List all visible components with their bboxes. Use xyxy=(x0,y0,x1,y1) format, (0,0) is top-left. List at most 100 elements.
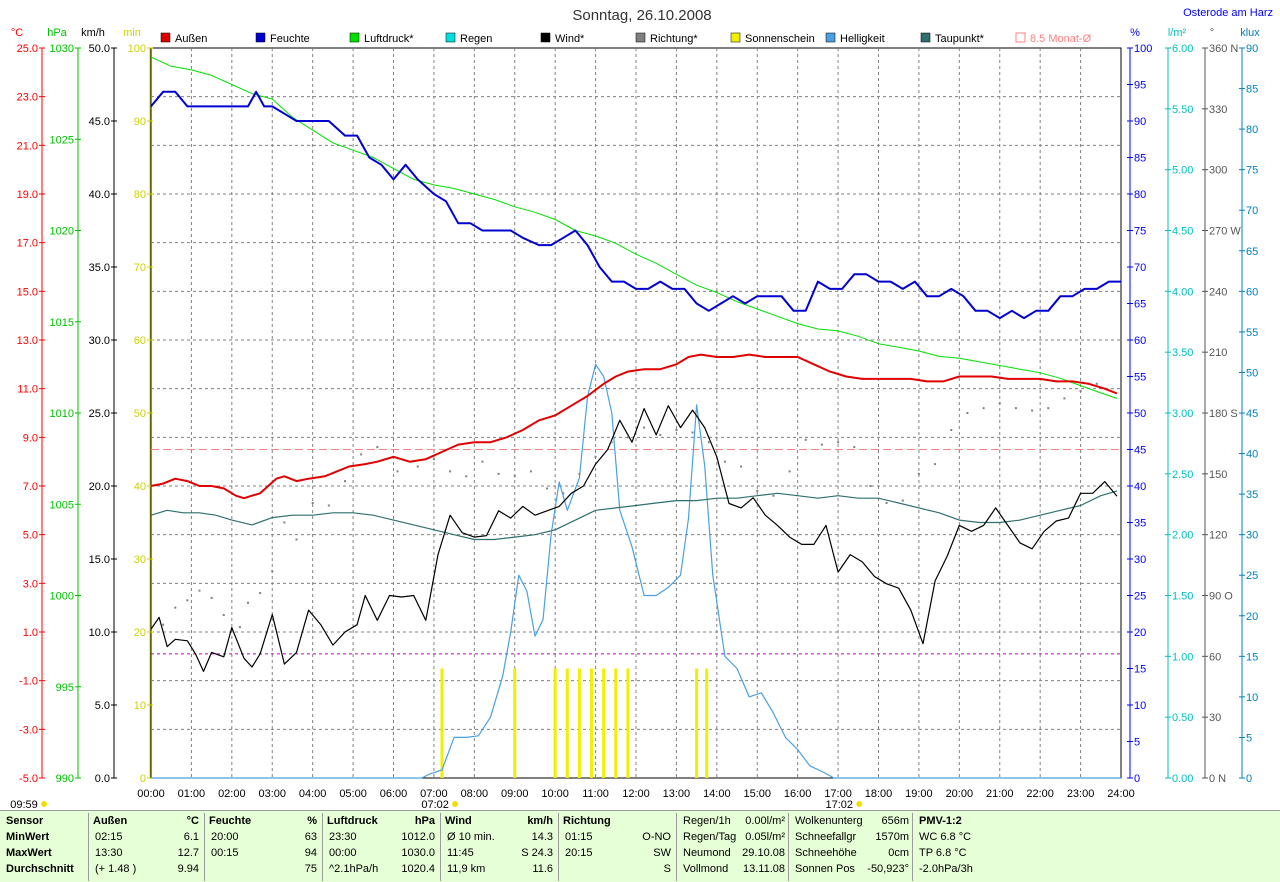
x-axis: 00:00 01:00 02:00 03:00 04:00 05:00 06:00 07:00… xyxy=(10,788,1135,810)
richtung-dot xyxy=(1063,397,1066,400)
stat-row: 01:15 O-NO xyxy=(559,829,677,845)
richtung-dot xyxy=(210,596,213,599)
axis-label-temp: 19.0 xyxy=(17,189,38,201)
stat-row: Schneefallgr 1570m xyxy=(789,829,913,845)
axis-label-sunshine: 70 xyxy=(134,262,146,274)
stat-row: Sensor xyxy=(4,813,88,829)
stat-cell: km/h xyxy=(527,815,553,827)
richtung-dot xyxy=(1079,390,1082,393)
axis-label-temp: 5.0 xyxy=(23,530,38,542)
axis-label-radiation: 3.00 xyxy=(1172,408,1193,420)
axis-label-brightness: 90 xyxy=(1246,43,1258,55)
axis-label-humidity: 75 xyxy=(1134,226,1146,238)
legend-label-luftdruck: Luftdruck* xyxy=(364,33,414,45)
axis-label-wind: 50.0 xyxy=(89,43,110,55)
axis-label-humidity: 70 xyxy=(1134,262,1146,274)
richtung-dot xyxy=(562,492,565,495)
stat-row: 75 xyxy=(205,861,323,877)
richtung-dot xyxy=(174,606,177,609)
x-tick-label: 23:00 xyxy=(1067,788,1095,800)
stat-cell: (+ 1.48 ) xyxy=(95,863,137,875)
richtung-dot xyxy=(998,402,1001,405)
stat-row: -2.0hPa/3h xyxy=(913,861,1013,877)
stat-row: MinWert xyxy=(4,829,88,845)
richtung-dot xyxy=(610,441,613,444)
axis-label-sunshine: 80 xyxy=(134,189,146,201)
axis-label-direction: 90 O xyxy=(1209,591,1233,603)
sun-marker-icon xyxy=(856,801,863,807)
axis-label-brightness: 85 xyxy=(1246,84,1258,96)
axis-label-humidity: 40 xyxy=(1134,481,1146,493)
stat-row: 00:15 94 xyxy=(205,845,323,861)
axis-label-sunshine: 40 xyxy=(134,481,146,493)
richtung-dot xyxy=(885,502,888,505)
richtung-dot xyxy=(546,487,549,490)
axis-label-sunshine: 90 xyxy=(134,116,146,128)
axis-label-direction: 240 xyxy=(1209,286,1227,298)
axis-label-humidity: 15 xyxy=(1134,664,1146,676)
stat-cell: 01:15 xyxy=(565,831,593,843)
axis-label-wind: 30.0 xyxy=(89,335,110,347)
axis-label-direction: 270 W xyxy=(1209,226,1241,238)
richtung-dot xyxy=(723,460,726,463)
richtung-dot xyxy=(327,504,330,507)
stat-row: 23:30 1012.0 xyxy=(323,829,441,845)
x-tick-label: 20:00 xyxy=(946,788,974,800)
axis-label-temp: 7.0 xyxy=(23,481,38,493)
axis-unit-humidity: % xyxy=(1130,27,1140,39)
axis-label-humidity: 35 xyxy=(1134,518,1146,530)
stat-cell: 23:30 xyxy=(329,831,357,843)
stat-cell: 63 xyxy=(304,831,317,843)
axis-label-brightness: 65 xyxy=(1246,246,1258,258)
axis-label-sunshine: 0 xyxy=(140,773,146,785)
stat-cell: S xyxy=(663,863,671,875)
sunshine-bar xyxy=(440,668,444,778)
axis-label-radiation: 2.50 xyxy=(1172,469,1193,481)
axis-label-radiation: 4.50 xyxy=(1172,226,1193,238)
stat-cell: -50,923° xyxy=(867,863,909,875)
stat-cell: Sonnen Pos xyxy=(795,863,855,875)
axis-label-pressure: 1015 xyxy=(50,317,74,329)
stat-row: Neumond 29.10.08 xyxy=(677,845,789,861)
legend-label-wind: Wind* xyxy=(555,33,585,45)
axis-label-humidity: 10 xyxy=(1134,700,1146,712)
stat-row: (+ 1.48 ) 9.94 xyxy=(89,861,205,877)
stat-cell: 20:00 xyxy=(211,831,239,843)
axis-label-radiation: 6.00 xyxy=(1172,43,1193,55)
axis-unit-pressure: hPa xyxy=(47,27,67,39)
axis-label-temp: 13.0 xyxy=(17,335,38,347)
axis-label-pressure: 1000 xyxy=(50,591,74,603)
stat-row: Wolkenunterg 656m xyxy=(789,813,913,829)
stat-cell: SW xyxy=(653,847,671,859)
stats-pmv: PMV-1:2 WC 6.8 °C TP 6.8 °C -2.0hPa/3h xyxy=(912,813,1013,881)
axis-label-brightness: 35 xyxy=(1246,489,1258,501)
x-tick-label: 14:00 xyxy=(703,788,731,800)
stat-cell: 9.94 xyxy=(177,863,199,875)
axis-label-humidity: 100 xyxy=(1134,43,1152,55)
richtung-dot xyxy=(247,601,249,604)
richtung-dot xyxy=(643,426,646,429)
stat-cell: 11:45 xyxy=(447,847,474,859)
stat-cell: O-NO xyxy=(642,831,671,843)
weather-chart: Sonntag, 26.10.2008 Osterode am Harz Auß… xyxy=(10,7,1273,810)
x-tick-label: 18:00 xyxy=(865,788,893,800)
stat-cell: S 24.3 xyxy=(521,847,553,859)
x-tick-label: 19:00 xyxy=(905,788,933,800)
richtung-dot xyxy=(691,431,694,434)
stat-cell: 1012.0 xyxy=(401,831,435,843)
axis-label-brightness: 0 xyxy=(1246,773,1252,785)
stat-row: TP 6.8 °C xyxy=(913,845,1013,861)
richtung-dot xyxy=(772,494,775,497)
axis-label-pressure: 1025 xyxy=(50,134,74,146)
axis-label-direction: 330 xyxy=(1209,104,1227,116)
axis-label-sunshine: 20 xyxy=(134,627,146,639)
time-marker-label: 07:02 xyxy=(421,799,449,810)
stat-row: WC 6.8 °C xyxy=(913,829,1013,845)
stat-cell: Ø 10 min. xyxy=(447,831,495,843)
axis-label-sunshine: 60 xyxy=(134,335,146,347)
axis-label-pressure: 990 xyxy=(56,773,74,785)
axis-label-humidity: 50 xyxy=(1134,408,1146,420)
stat-cell: 12.7 xyxy=(177,847,199,859)
x-tick-label: 22:00 xyxy=(1026,788,1054,800)
x-tick-label: 09:00 xyxy=(501,788,529,800)
